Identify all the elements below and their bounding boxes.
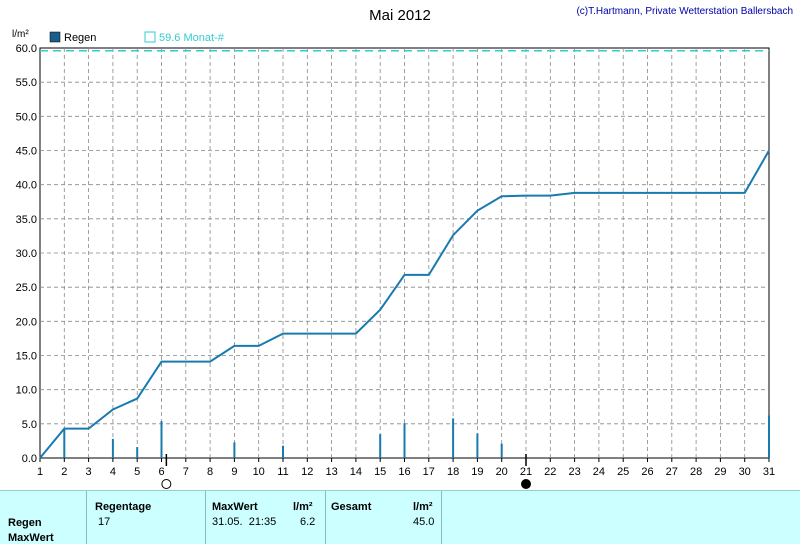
- y-tick-label: 20.0: [16, 316, 37, 328]
- cumulative-rain-line: [39, 150, 770, 459]
- header-unit-maxwert: l/m²: [293, 501, 313, 513]
- summary-divider: [205, 491, 206, 544]
- y-tick-label: 50.0: [16, 111, 37, 123]
- summary-divider: [441, 491, 442, 544]
- row-label-regen: Regen: [8, 517, 42, 529]
- value-regentage: 17: [98, 516, 111, 528]
- x-tick-label: 6: [158, 466, 164, 478]
- x-tick-label: 12: [301, 466, 313, 478]
- x-tick-label: 29: [714, 466, 726, 478]
- x-tick-label: 3: [86, 466, 92, 478]
- x-tick-label: 27: [666, 466, 678, 478]
- y-tick-label: 40.0: [16, 180, 37, 192]
- x-tick-label: 23: [568, 466, 580, 478]
- y-tick-label: 15.0: [16, 351, 37, 363]
- full-moon-icon: [161, 479, 172, 489]
- x-tick-label: 30: [739, 466, 751, 478]
- daily-rain-bars: [63, 415, 770, 458]
- y-tick-label: 30.0: [16, 248, 37, 260]
- y-tick-label: 25.0: [16, 282, 37, 294]
- y-tick-label: 35.0: [16, 214, 37, 226]
- x-tick-label: 13: [325, 466, 337, 478]
- y-tick-label: 45.0: [16, 146, 37, 158]
- credit-text: (c)T.Hartmann, Private Wetterstation Bal…: [576, 6, 793, 17]
- x-tick-label: 2: [61, 466, 67, 478]
- x-tick-label: 10: [253, 466, 265, 478]
- x-tick-label: 20: [496, 466, 508, 478]
- x-tick-label: 8: [207, 466, 213, 478]
- header-unit-gesamt: l/m²: [413, 501, 433, 513]
- new-moon-icon: [521, 479, 531, 489]
- value-maxwert: 6.2: [300, 516, 316, 528]
- x-tick-label: 7: [183, 466, 189, 478]
- x-tick-label: 31: [763, 466, 775, 478]
- x-tick-label: 11: [277, 466, 288, 478]
- x-tick-label: 22: [544, 466, 556, 478]
- x-tick-label: 17: [423, 466, 435, 478]
- y-tick-label: 10.0: [16, 385, 37, 397]
- x-tick-label: 1: [37, 466, 43, 478]
- x-tick-label: 26: [641, 466, 653, 478]
- summary-divider: [325, 491, 326, 544]
- moon-phase-markers: [161, 454, 531, 489]
- x-tick-label: 15: [374, 466, 386, 478]
- legend-monat-label: 59.6 Monat-#: [159, 32, 225, 44]
- value-maxwert-datetime: 31.05. 21:35: [212, 516, 277, 528]
- x-tick-label: 5: [134, 466, 140, 478]
- x-tick-label: 19: [471, 466, 483, 478]
- x-tick-label: 21: [520, 466, 532, 478]
- x-tick-label: 14: [350, 466, 362, 478]
- y-tick-label: 5.0: [22, 419, 37, 431]
- x-tick-label: 18: [447, 466, 459, 478]
- y-axis-label: l/m²: [12, 29, 29, 40]
- y-tick-label: 60.0: [16, 43, 37, 55]
- y-tick-label: 55.0: [16, 77, 37, 89]
- x-tick-label: 25: [617, 466, 629, 478]
- x-tick-labels: 1 2 3 4 5 6 7 8 9 10 11 12 13 14 15 16 17 18 19 20 21 22 23 24 2…: [37, 466, 775, 478]
- x-tick-label: 4: [110, 466, 116, 478]
- legend-monat-swatch: [144, 31, 156, 43]
- header-maxwert: MaxWert: [212, 501, 258, 513]
- y-tick-label: 0.0: [22, 453, 37, 465]
- header-gesamt: Gesamt: [331, 501, 372, 513]
- legend-regen-label: Regen: [64, 32, 96, 44]
- rain-chart: Mai 2012 (c)T.Hartmann, Private Wetterst…: [12, 6, 793, 489]
- summary-panel: Regentage MaxWert l/m² Gesamt l/m² Regen…: [0, 490, 800, 544]
- row-label-maxwert: MaxWert: [8, 532, 54, 544]
- x-tick-label: 24: [593, 466, 605, 478]
- value-gesamt: 45.0: [413, 516, 435, 528]
- y-tick-labels: 0.0 5.0 10.0 15.0 20.0 25.0 30.0 35.0 40.0 45.0 50…: [16, 43, 37, 465]
- x-tick-label: 9: [231, 466, 237, 478]
- chart-title: Mai 2012: [369, 7, 431, 24]
- legend-regen-swatch: [49, 31, 61, 43]
- header-regentage: Regentage: [95, 501, 152, 513]
- summary-divider: [86, 491, 87, 544]
- grid-lines: [39, 48, 770, 462]
- x-tick-label: 16: [398, 466, 410, 478]
- x-tick-label: 28: [690, 466, 702, 478]
